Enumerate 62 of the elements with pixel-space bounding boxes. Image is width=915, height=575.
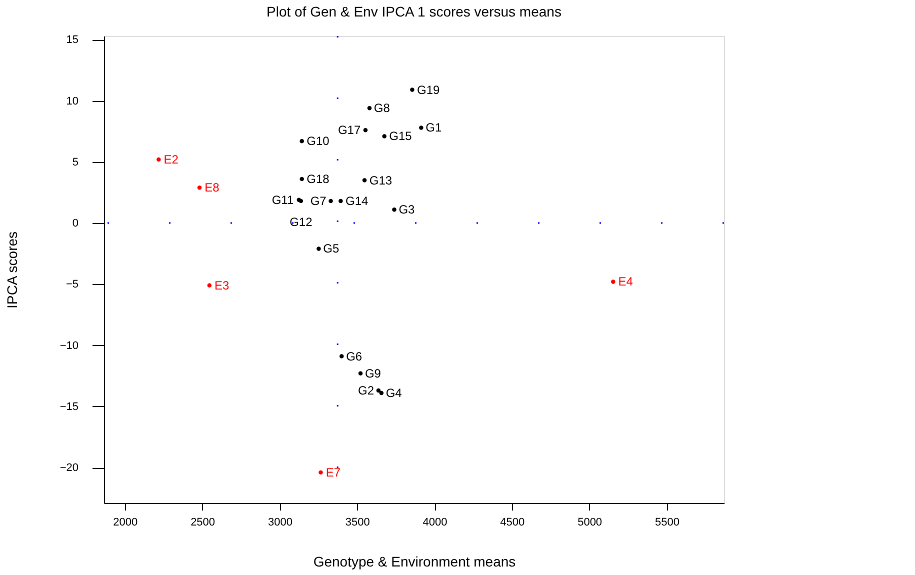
data-label: G2 <box>358 384 374 398</box>
x-tick-label: 5500 <box>654 516 680 528</box>
data-label: E8 <box>204 180 220 195</box>
y-tick-label: −5 <box>66 278 78 291</box>
x-tick-label: 3500 <box>345 516 370 528</box>
y-tick-label: −10 <box>60 340 78 352</box>
x-tick-label: 3000 <box>268 516 292 528</box>
point <box>362 178 367 182</box>
y-tick-label: −20 <box>60 462 78 474</box>
point <box>367 106 372 110</box>
data-label: G17 <box>338 123 361 138</box>
point <box>358 371 363 376</box>
data-label: E7 <box>326 465 341 480</box>
data-label: G18 <box>306 172 330 186</box>
data-label: G15 <box>389 129 412 144</box>
data-label: G9 <box>364 366 382 380</box>
point <box>611 280 616 284</box>
chart-title: Plot of Gen & Env IPCA 1 scores versus means <box>266 4 562 20</box>
point <box>382 134 386 138</box>
point <box>338 198 343 204</box>
x-tick-label: 2000 <box>113 516 138 528</box>
data-label: G8 <box>374 101 390 116</box>
point <box>300 139 304 144</box>
point <box>419 126 424 130</box>
y-axis-title: IPCA scores <box>4 231 20 309</box>
data-label: G11 <box>272 192 294 207</box>
data-label: G6 <box>346 349 362 364</box>
data-label: G1 <box>426 120 442 135</box>
x-tick-label: 5000 <box>578 516 602 528</box>
point <box>300 176 304 182</box>
data-label: G19 <box>417 82 440 97</box>
y-tick-label: 0 <box>72 218 78 230</box>
point <box>410 88 414 92</box>
point <box>340 354 344 358</box>
data-label: G4 <box>386 386 402 400</box>
x-tick-label: 2500 <box>190 516 216 528</box>
x-tick-label: 4500 <box>500 516 525 528</box>
point <box>207 283 212 288</box>
data-label: G13 <box>369 173 392 188</box>
data-label: G14 <box>346 194 369 208</box>
x-axis-title: Genotype & Environment means <box>313 554 516 570</box>
data-label: G12 <box>290 215 313 230</box>
data-label: G10 <box>306 134 330 148</box>
point <box>197 185 202 190</box>
y-tick-label: −15 <box>60 400 78 413</box>
x-tick-label: 4000 <box>422 516 448 528</box>
data-label: G3 <box>398 202 416 217</box>
data-label: E3 <box>214 278 230 292</box>
data-label: G5 <box>323 242 340 256</box>
data-label: E2 <box>164 152 179 166</box>
data-label: G7 <box>310 194 327 208</box>
point <box>379 390 384 396</box>
point <box>316 246 321 251</box>
y-tick-label: 5 <box>72 156 78 168</box>
data-label: E4 <box>618 274 634 289</box>
point <box>328 198 333 204</box>
y-tick-label: 15 <box>66 34 78 46</box>
y-tick-label: 10 <box>66 95 78 108</box>
point <box>363 128 368 132</box>
point <box>318 470 323 475</box>
point <box>156 157 161 162</box>
point <box>392 207 396 212</box>
